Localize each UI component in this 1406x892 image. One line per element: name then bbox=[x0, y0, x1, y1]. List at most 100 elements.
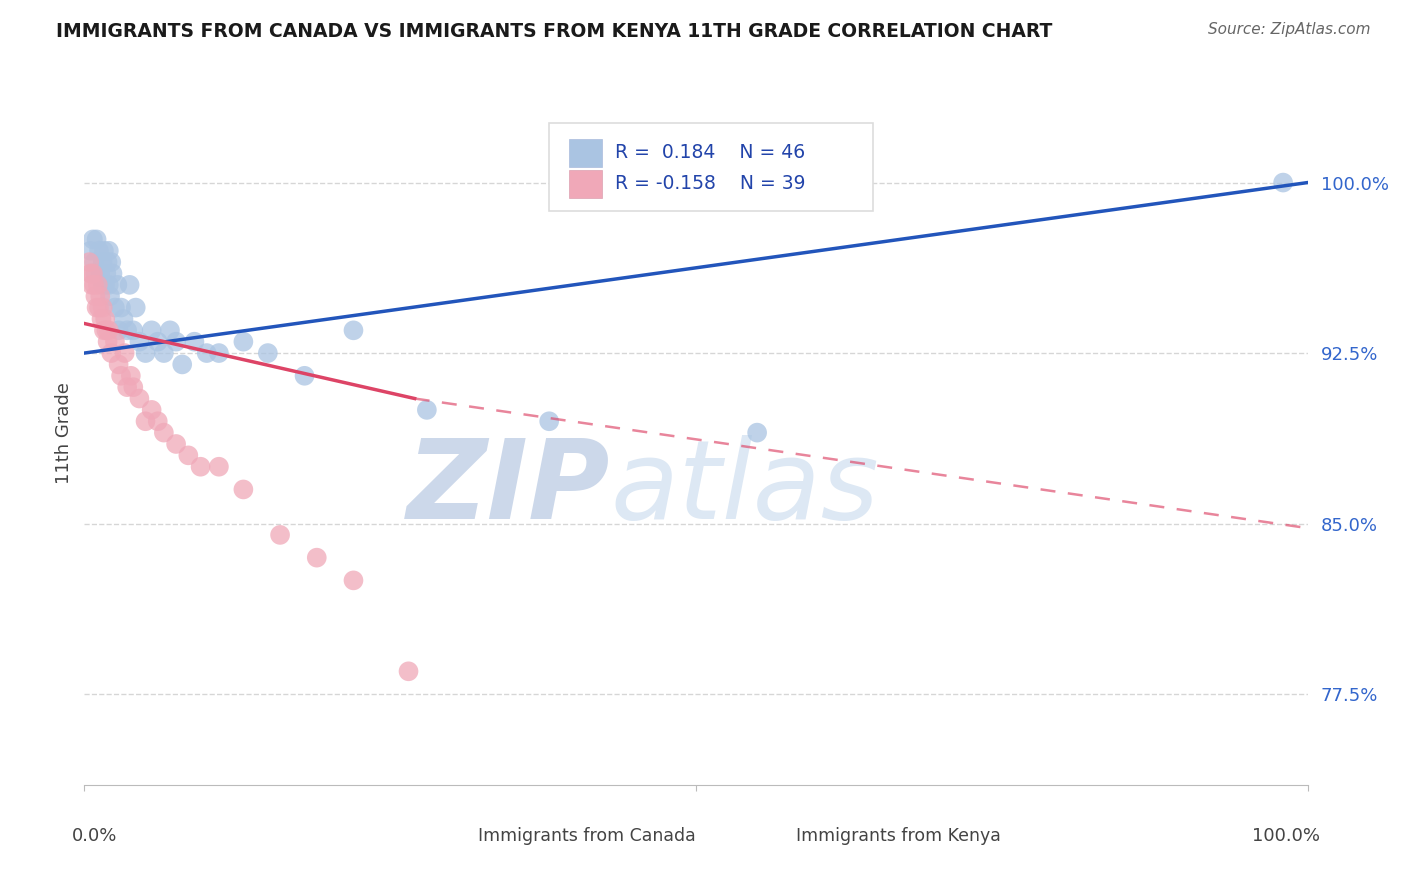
Point bbox=[114, 346, 136, 360]
Point bbox=[97, 244, 120, 258]
Point bbox=[118, 277, 141, 292]
Point bbox=[269, 528, 291, 542]
Point bbox=[93, 323, 115, 337]
Point bbox=[159, 323, 181, 337]
Point bbox=[122, 323, 145, 337]
Point bbox=[110, 368, 132, 383]
Point bbox=[190, 459, 212, 474]
Point bbox=[86, 232, 108, 246]
Point bbox=[153, 425, 176, 440]
Point bbox=[105, 277, 128, 292]
Point bbox=[83, 255, 105, 269]
Point bbox=[91, 301, 114, 315]
Point bbox=[84, 289, 107, 303]
Point bbox=[208, 459, 231, 474]
Text: R = -0.158    N = 39: R = -0.158 N = 39 bbox=[616, 174, 806, 194]
Point bbox=[128, 392, 150, 406]
Point bbox=[125, 301, 148, 315]
Point bbox=[87, 277, 110, 292]
Point bbox=[96, 323, 118, 337]
Point bbox=[97, 323, 120, 337]
Point bbox=[100, 346, 122, 360]
Point bbox=[79, 244, 101, 258]
Point bbox=[183, 334, 205, 349]
Text: 100.0%: 100.0% bbox=[1251, 827, 1320, 846]
Point bbox=[87, 301, 110, 315]
Point bbox=[96, 267, 118, 281]
Point bbox=[104, 301, 127, 315]
Point bbox=[257, 346, 280, 360]
Point bbox=[104, 334, 127, 349]
Point bbox=[115, 323, 138, 337]
Point bbox=[305, 550, 328, 565]
Point bbox=[208, 346, 231, 360]
Point bbox=[94, 277, 117, 292]
Point bbox=[80, 277, 103, 292]
Text: 0.0%: 0.0% bbox=[72, 827, 118, 846]
Point bbox=[94, 312, 117, 326]
Point bbox=[141, 323, 163, 337]
Point bbox=[294, 368, 316, 383]
Point bbox=[115, 380, 138, 394]
Text: Immigrants from Canada: Immigrants from Canada bbox=[478, 827, 696, 845]
Point bbox=[342, 574, 364, 588]
Point bbox=[89, 267, 111, 281]
Point bbox=[86, 301, 108, 315]
Point bbox=[82, 267, 104, 281]
Point bbox=[101, 267, 124, 281]
Point bbox=[232, 483, 254, 497]
Point bbox=[135, 346, 157, 360]
Point bbox=[110, 301, 132, 315]
Point bbox=[84, 267, 107, 281]
Text: IMMIGRANTS FROM CANADA VS IMMIGRANTS FROM KENYA 11TH GRADE CORRELATION CHART: IMMIGRANTS FROM CANADA VS IMMIGRANTS FRO… bbox=[56, 22, 1053, 41]
Point bbox=[146, 414, 169, 428]
Point bbox=[342, 323, 364, 337]
Point bbox=[1272, 176, 1295, 190]
Point bbox=[91, 255, 114, 269]
Point bbox=[416, 403, 439, 417]
Point bbox=[77, 255, 100, 269]
Text: R =  0.184    N = 46: R = 0.184 N = 46 bbox=[616, 144, 806, 162]
Point bbox=[165, 334, 187, 349]
Point bbox=[82, 232, 104, 246]
Point bbox=[91, 277, 114, 292]
Text: ZIP: ZIP bbox=[406, 435, 610, 542]
Text: Immigrants from Kenya: Immigrants from Kenya bbox=[796, 827, 1001, 845]
Point bbox=[141, 403, 163, 417]
Point bbox=[79, 267, 101, 281]
Point bbox=[120, 368, 142, 383]
Y-axis label: 11th Grade: 11th Grade bbox=[55, 382, 73, 483]
Point bbox=[153, 346, 176, 360]
Point bbox=[172, 358, 194, 372]
Point bbox=[100, 255, 122, 269]
Point bbox=[97, 255, 120, 269]
Point bbox=[165, 437, 187, 451]
Point bbox=[112, 312, 135, 326]
Text: atlas: atlas bbox=[610, 435, 879, 542]
Point bbox=[83, 277, 105, 292]
Point bbox=[146, 334, 169, 349]
FancyBboxPatch shape bbox=[444, 826, 474, 854]
FancyBboxPatch shape bbox=[569, 139, 602, 167]
Point bbox=[87, 244, 110, 258]
Point bbox=[122, 380, 145, 394]
Point bbox=[107, 323, 129, 337]
FancyBboxPatch shape bbox=[550, 122, 873, 211]
Point bbox=[135, 414, 157, 428]
Point bbox=[90, 312, 112, 326]
Point bbox=[97, 277, 120, 292]
Point bbox=[195, 346, 218, 360]
Point bbox=[232, 334, 254, 349]
Point bbox=[89, 289, 111, 303]
Point bbox=[538, 414, 561, 428]
Point bbox=[98, 289, 121, 303]
FancyBboxPatch shape bbox=[569, 169, 602, 198]
Text: Source: ZipAtlas.com: Source: ZipAtlas.com bbox=[1208, 22, 1371, 37]
Point bbox=[398, 665, 420, 679]
Point bbox=[107, 358, 129, 372]
Point bbox=[97, 334, 120, 349]
FancyBboxPatch shape bbox=[762, 826, 792, 854]
Point bbox=[177, 448, 200, 462]
Point bbox=[747, 425, 769, 440]
Point bbox=[128, 334, 150, 349]
